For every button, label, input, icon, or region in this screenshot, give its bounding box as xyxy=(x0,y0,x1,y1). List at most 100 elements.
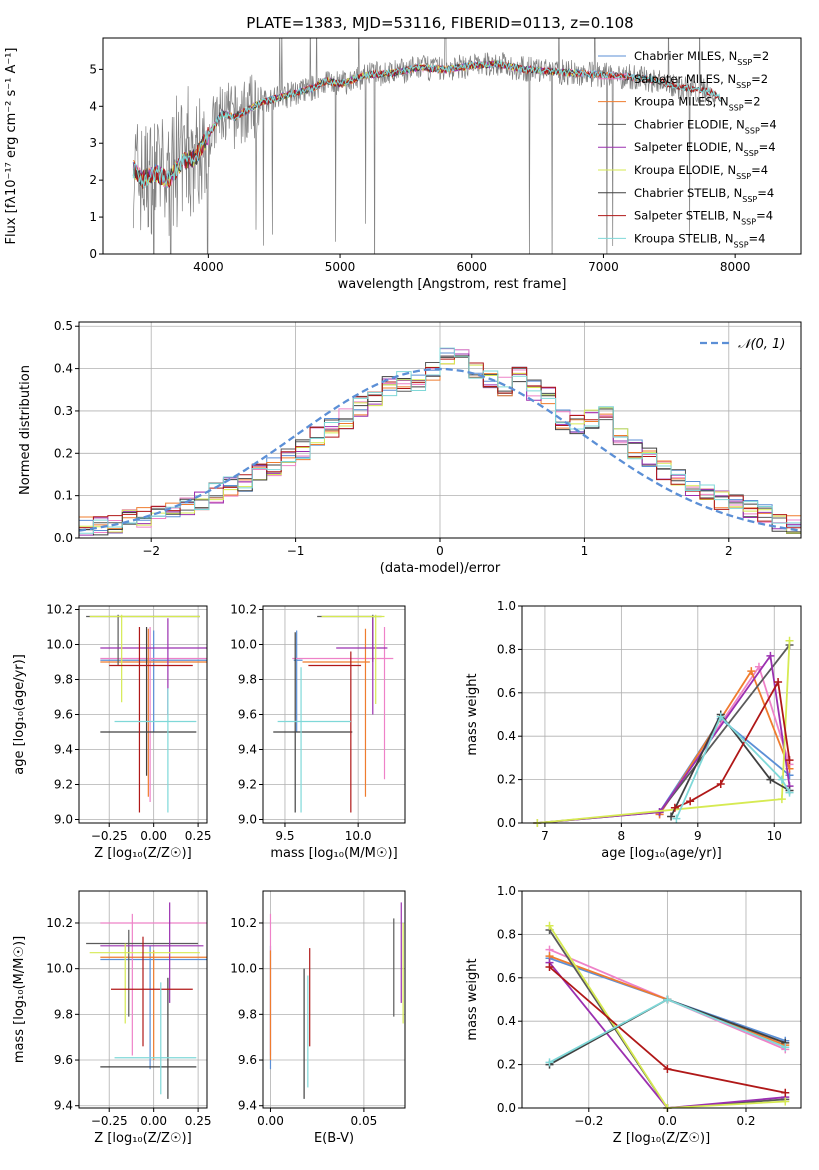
chart-mass-vs-Z: −0.25 0.00 0.25 9.4 9.6 9.8 10.0 10.2 Z [log₁₀(Z… xyxy=(12,890,212,1146)
x-tick-label: 1 xyxy=(581,544,589,558)
legend-series-name: Kroupa STELIB xyxy=(634,231,718,245)
x-tick-label: 7 xyxy=(541,829,549,843)
axes-frame xyxy=(102,37,802,255)
y-tick-label: 0.8 xyxy=(497,927,516,941)
x-tick-label: 0.25 xyxy=(185,1114,212,1128)
legend-nssp-eq: = xyxy=(751,72,761,86)
axes-frame xyxy=(262,890,406,1109)
legend-nssp-eq: = xyxy=(756,209,766,223)
x-tick-label: 9.5 xyxy=(275,829,294,843)
x-tick-label: −0.2 xyxy=(574,1114,603,1128)
legend-nssp-value: 4 xyxy=(761,163,768,177)
legend-series-name: Salpeter STELIB xyxy=(634,209,725,223)
data-point-marker xyxy=(777,775,786,784)
legend-series-name: Chabrier STELIB xyxy=(634,186,726,200)
legend-nssp-eq: = xyxy=(760,117,770,131)
weight-line xyxy=(675,715,791,820)
legend-nssp-value: 2 xyxy=(761,72,768,86)
legend-label: Chabrier ELODIE, NSSP=4 xyxy=(634,117,777,135)
data-point-marker xyxy=(785,756,794,765)
y-tick-label: 0.2 xyxy=(54,446,73,460)
x-tick-label: −2 xyxy=(142,544,160,558)
data-point-marker xyxy=(781,1088,790,1097)
legend-nssp-prefix: , N xyxy=(720,72,736,86)
chart-mass-vs-EBV: 0.00 0.05 9.4 9.6 9.8 10.0 10.2 E(B-V) xyxy=(230,890,406,1146)
x-tick-label: 0.0 xyxy=(658,1114,677,1128)
chart-residuals: 𝒩(0, 1) −2 −1 0 1 2 0.0 0.1 0.2 0.3 0.4 0.5 (data-mo… xyxy=(18,319,802,576)
data-point-marker xyxy=(774,677,783,686)
legend-series-name: Salpeter ELODIE xyxy=(634,140,728,154)
y-tick-label: 9.8 xyxy=(238,673,257,687)
data-point-marker xyxy=(747,667,756,676)
legend-series-name: Chabrier MILES xyxy=(634,49,721,63)
x-tick-label: −0.25 xyxy=(91,1114,128,1128)
y-tick-label: 0 xyxy=(89,247,97,261)
legend-label: Salpeter STELIB, NSSP=4 xyxy=(634,209,773,227)
chart-age-vs-mass: 9.5 10.0 9.0 9.2 9.4 9.6 9.8 10.0 10.2 mass [log₁… xyxy=(230,603,406,861)
x-tick-label: 2 xyxy=(725,544,733,558)
data-point-marker xyxy=(785,788,794,797)
legend-nssp-value: 2 xyxy=(762,49,769,63)
axes-frame xyxy=(78,890,208,1109)
x-tick-label: 0.2 xyxy=(736,1114,755,1128)
chart-age-vs-Z: −0.25 0.00 0.25 9.0 9.2 9.4 9.6 9.8 10.0 10.2 Z [l… xyxy=(12,603,211,862)
weight-line xyxy=(537,653,791,824)
data-point-marker xyxy=(766,651,775,660)
legend-series-name: Chabrier ELODIE xyxy=(634,117,729,131)
chart-weight-vs-Z: −0.2 0.0 0.2 0.0 0.2 0.4 0.6 0.8 1.0 Z [log₁₀(Z/Z… xyxy=(465,884,802,1146)
legend-nssp-prefix: , N xyxy=(729,117,745,131)
y-tick-label: 9.8 xyxy=(54,1007,73,1021)
data-point-marker xyxy=(766,775,775,784)
x-axis-label: Z [log₁₀(Z/Z☉)] xyxy=(94,1131,191,1146)
y-tick-label: 0.8 xyxy=(497,642,516,656)
legend-nssp-value: 4 xyxy=(768,140,775,154)
legend-nssp-sub: SSP xyxy=(736,172,751,181)
legend-nssp-eq: = xyxy=(752,49,762,63)
x-tick-label: −1 xyxy=(287,544,305,558)
weight-line xyxy=(658,664,791,815)
y-tick-label: 9.4 xyxy=(54,1099,73,1113)
legend-label: 𝒩(0, 1) xyxy=(738,337,785,352)
x-tick-label: 4000 xyxy=(193,260,224,274)
data-point-marker xyxy=(781,1043,790,1052)
legend-nssp-eq: = xyxy=(751,163,761,177)
x-axis-label: Z [log₁₀(Z/Z☉)] xyxy=(94,846,191,861)
legend-nssp-eq: = xyxy=(757,186,767,200)
axes-frame xyxy=(521,890,802,1109)
normal-curve xyxy=(78,367,802,532)
y-tick-label: 0.6 xyxy=(497,686,516,700)
x-tick-label: 0.00 xyxy=(140,1114,167,1128)
y-tick-label: 0.4 xyxy=(497,1014,516,1028)
data-point-marker xyxy=(663,995,672,1004)
legend-nssp-value: 2 xyxy=(753,95,760,109)
data-point-marker xyxy=(716,779,725,788)
y-axis-label: Normed distribution xyxy=(18,365,33,495)
x-tick-label: 8000 xyxy=(720,260,751,274)
y-tick-label: 9.0 xyxy=(54,813,73,827)
legend-nssp-sub: SSP xyxy=(741,217,756,226)
y-tick-label: 0.2 xyxy=(497,1058,516,1072)
x-tick-label: 9 xyxy=(694,829,702,843)
y-tick-label: 9.6 xyxy=(54,1053,73,1067)
data-point-marker xyxy=(670,803,679,812)
y-tick-label: 0.5 xyxy=(54,319,73,333)
y-tick-label: 9.8 xyxy=(238,1007,257,1021)
y-tick-label: 9.4 xyxy=(238,1099,257,1113)
x-tick-label: 5000 xyxy=(325,260,356,274)
x-tick-label: 10 xyxy=(767,829,782,843)
data-point-marker xyxy=(777,795,786,804)
legend-nssp-eq: = xyxy=(749,231,759,245)
data-point-marker xyxy=(672,814,681,823)
legend-nssp-prefix: , N xyxy=(721,49,737,63)
y-tick-label: 9.4 xyxy=(238,743,257,757)
x-axis-label: mass [log₁₀(M/M☉)] xyxy=(270,846,397,861)
y-tick-label: 10.0 xyxy=(46,638,73,652)
data-point-marker xyxy=(785,636,794,645)
y-tick-label: 9.6 xyxy=(54,708,73,722)
data-point-marker xyxy=(545,1058,554,1067)
histogram-step xyxy=(78,347,802,538)
legend-label: Chabrier STELIB, NSSP=4 xyxy=(634,186,774,204)
legend-nssp-eq: = xyxy=(759,140,769,154)
